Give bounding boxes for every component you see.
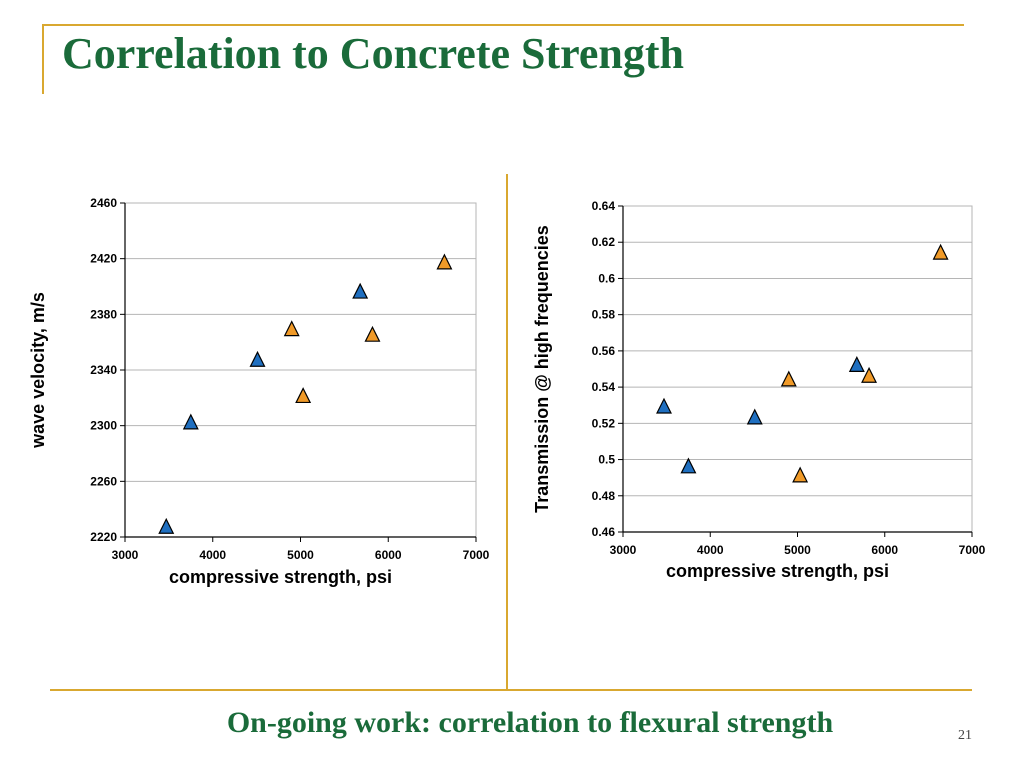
x-tick-label: 3000 xyxy=(610,543,637,557)
x-tick-label: 3000 xyxy=(112,548,139,562)
footer-text: On-going work: correlation to flexural s… xyxy=(226,706,834,739)
x-tick-label: 5000 xyxy=(784,543,811,557)
y-tick-label: 2380 xyxy=(90,307,117,321)
y-tick-label: 0.6 xyxy=(598,271,615,285)
y-tick-label: 2260 xyxy=(90,474,117,488)
x-tick-label: 6000 xyxy=(871,543,898,557)
data-point-triangle xyxy=(364,325,381,342)
y-tick-label: 2220 xyxy=(90,530,117,544)
transmission-chart: 0.46 0.48 0.5 0.52 0.54 0.56 0.58 0.6 0.62 0.64 30… xyxy=(532,199,986,581)
data-point-triangle xyxy=(792,466,809,483)
x-tick-label: 6000 xyxy=(375,548,402,562)
data-point-triangle xyxy=(680,457,697,474)
y-tick-label: 2420 xyxy=(90,252,117,266)
data-point-triangle xyxy=(848,356,865,372)
data-point-triangle xyxy=(295,387,312,404)
slide-title: Correlation to Concrete Strength xyxy=(62,29,684,78)
data-point-triangle xyxy=(656,397,672,414)
data-point-triangle xyxy=(352,282,369,299)
center-divider xyxy=(506,174,508,690)
y-axis-label: Transmission @ high frequencies xyxy=(532,225,552,513)
y-tick-label: 2460 xyxy=(90,196,117,210)
title-accent-bar xyxy=(42,24,44,94)
data-point-triangle xyxy=(249,350,266,367)
y-tick-label: 0.56 xyxy=(592,344,616,358)
data-point-triangle xyxy=(182,413,199,430)
x-tick-label: 7000 xyxy=(959,543,986,557)
page-number: 21 xyxy=(958,728,972,743)
data-point-triangle xyxy=(158,517,175,534)
data-point-triangle xyxy=(861,366,878,383)
x-axis-label: compressive strength, psi xyxy=(666,561,889,581)
x-tick-label: 4000 xyxy=(199,548,226,562)
y-tick-label: 0.48 xyxy=(592,489,616,503)
x-tick-label: 4000 xyxy=(697,543,724,557)
y-tick-label: 2340 xyxy=(90,363,117,377)
footer-divider xyxy=(50,689,972,691)
y-tick-label: 0.5 xyxy=(598,453,615,467)
plot-frame xyxy=(622,205,973,533)
x-tick-label: 7000 xyxy=(463,548,490,562)
x-tick-label: 5000 xyxy=(287,548,314,562)
y-tick-label: 0.54 xyxy=(592,380,616,394)
data-point-triangle xyxy=(283,320,300,337)
data-point-triangle xyxy=(436,253,453,270)
data-point-triangle xyxy=(746,408,763,425)
y-tick-label: 0.58 xyxy=(592,308,616,322)
x-axis-label: compressive strength, psi xyxy=(169,567,392,587)
y-tick-label: 0.46 xyxy=(592,525,616,539)
title-accent-line xyxy=(42,24,964,26)
wave-velocity-chart: 2220 2260 2300 2340 2380 2420 2460 3000 4000 5000… xyxy=(28,196,490,587)
y-axis-label: wave velocity, m/s xyxy=(28,292,48,449)
y-tick-label: 0.62 xyxy=(592,235,616,249)
y-tick-label: 0.64 xyxy=(592,199,616,213)
y-tick-label: 0.52 xyxy=(592,416,616,430)
data-point-triangle xyxy=(932,243,949,260)
data-point-triangle xyxy=(780,370,797,387)
y-tick-label: 2300 xyxy=(90,419,117,433)
